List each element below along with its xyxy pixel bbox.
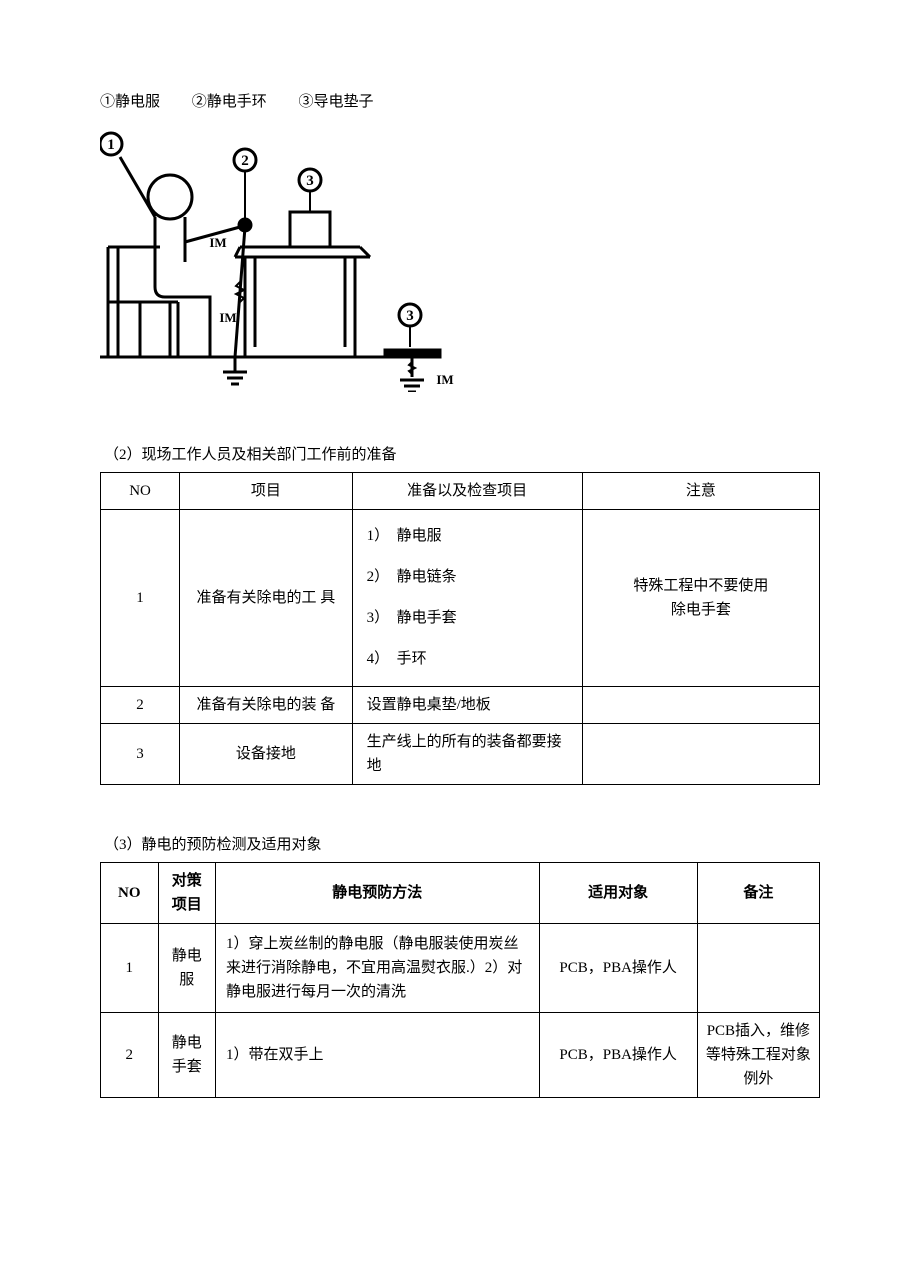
- table-prevention: NO 对策项目 静电预防方法 适用对象 备注 1 静电服 1）穿上炭丝制的静电服…: [100, 862, 820, 1098]
- t1r1-check-3: 3） 静电手套: [367, 602, 582, 635]
- t1r1-check-1: 1） 静电服: [367, 520, 582, 553]
- t1r1-checks: 1） 静电服 2） 静电链条 3） 静电手套 4） 手环: [352, 510, 582, 687]
- t2r1-method: 1）穿上炭丝制的静电服（静电服装使用炭丝来进行消除静电，不宜用高温熨衣服.）2）…: [216, 924, 540, 1013]
- t1r3-check: 生产线上的所有的装备都要接地: [352, 724, 582, 785]
- table1-row-1: 1 准备有关除电的工 具 1） 静电服 2） 静电链条 3） 静电手套 4） 手…: [101, 510, 820, 687]
- table-preparation: NO 项目 准备以及检查项目 注意 1 准备有关除电的工 具 1） 静电服 2）…: [100, 472, 820, 785]
- t2r1-target: PCB，PBA操作人: [539, 924, 697, 1013]
- table2-header-row: NO 对策项目 静电预防方法 适用对象 备注: [101, 863, 820, 924]
- callout-3b: 3: [406, 308, 414, 324]
- th2-target: 适用对象: [539, 863, 697, 924]
- table1-header-row: NO 项目 准备以及检查项目 注意: [101, 473, 820, 510]
- th-item: 项目: [180, 473, 353, 510]
- t1r1-no: 1: [101, 510, 180, 687]
- t1r3-item: 设备接地: [180, 724, 353, 785]
- th-no: NO: [101, 473, 180, 510]
- t2r2-target: PCB，PBA操作人: [539, 1013, 697, 1098]
- t1r1-check-2: 2） 静电链条: [367, 561, 582, 594]
- t2r2-no: 2: [101, 1013, 159, 1098]
- t1r2-item: 准备有关除电的装 备: [180, 687, 353, 724]
- callout-2: 2: [241, 153, 249, 169]
- t2r1-note: [697, 924, 819, 1013]
- t1r1-check-4: 4） 手环: [367, 643, 582, 676]
- section2-title: （2）现场工作人员及相关部门工作前的准备: [100, 443, 820, 467]
- label-im3: IM: [436, 372, 453, 387]
- th2-note: 备注: [697, 863, 819, 924]
- t1r2-check: 设置静电桌垫/地板: [352, 687, 582, 724]
- legend-item-1: ①静电服: [100, 94, 160, 110]
- legend-item-2: ②静电手环: [192, 94, 267, 110]
- t1r2-note: [582, 687, 819, 724]
- table1-row-2: 2 准备有关除电的装 备 设置静电桌垫/地板: [101, 687, 820, 724]
- section3-title: （3）静电的预防检测及适用对象: [100, 833, 820, 857]
- t1r2-no: 2: [101, 687, 180, 724]
- legend-row: ①静电服 ②静电手环 ③导电垫子: [100, 90, 820, 114]
- label-im1: IM: [209, 235, 226, 250]
- t2r2-method: 1）带在双手上: [216, 1013, 540, 1098]
- table2-row-1: 1 静电服 1）穿上炭丝制的静电服（静电服装使用炭丝来进行消除静电，不宜用高温熨…: [101, 924, 820, 1013]
- table1-row-3: 3 设备接地 生产线上的所有的装备都要接地: [101, 724, 820, 785]
- callout-1: 1: [107, 137, 115, 153]
- t1r3-no: 3: [101, 724, 180, 785]
- th2-no: NO: [101, 863, 159, 924]
- t1r1-note: 特殊工程中不要使用 除电手套: [582, 510, 819, 687]
- th-check: 准备以及检查项目: [352, 473, 582, 510]
- legend-item-3: ③导电垫子: [299, 94, 374, 110]
- callout-3a: 3: [306, 173, 314, 189]
- th-note: 注意: [582, 473, 819, 510]
- esd-workstation-diagram: 1 2 3 3 IM IM IM: [100, 122, 460, 392]
- th2-method: 静电预防方法: [216, 863, 540, 924]
- t2r2-item: 静电手套: [158, 1013, 216, 1098]
- th2-item: 对策项目: [158, 863, 216, 924]
- table2-row-2: 2 静电手套 1）带在双手上 PCB，PBA操作人 PCB插入，维修等特殊工程对…: [101, 1013, 820, 1098]
- t1r1-item: 准备有关除电的工 具: [180, 510, 353, 687]
- t1r3-note: [582, 724, 819, 785]
- label-im2: IM: [219, 310, 236, 325]
- t2r1-no: 1: [101, 924, 159, 1013]
- t2r2-note: PCB插入，维修等特殊工程对象例外: [697, 1013, 819, 1098]
- t2r1-item: 静电服: [158, 924, 216, 1013]
